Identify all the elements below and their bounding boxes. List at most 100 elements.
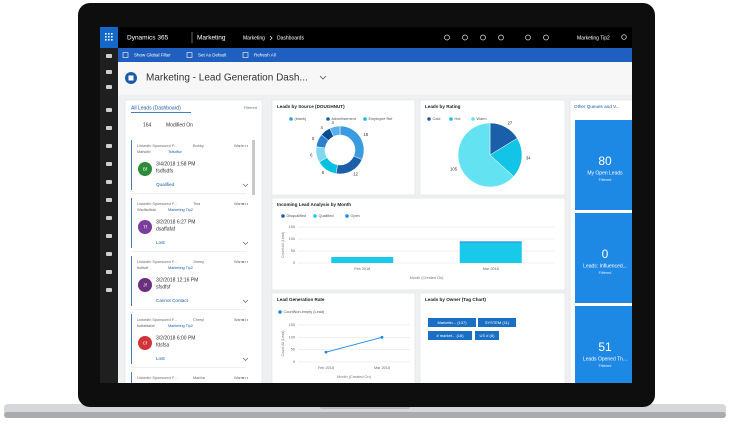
slice-label: 4 xyxy=(332,120,335,125)
more-dot[interactable] xyxy=(242,319,244,321)
more-dot[interactable] xyxy=(242,261,244,263)
owner-tag-label[interactable]: # market... (16) xyxy=(436,333,464,338)
y-tick-label: 0 xyxy=(293,360,295,364)
panel xyxy=(124,99,263,383)
launcher-dot xyxy=(105,39,107,41)
command-button[interactable]: Set As Default xyxy=(198,53,227,58)
y-tick-label: 100 xyxy=(289,237,295,241)
owner-tag[interactable] xyxy=(428,318,476,327)
point xyxy=(324,350,328,354)
title-chevron[interactable] xyxy=(319,75,327,80)
lead-source: LinkedIn Sponsored F... xyxy=(137,376,177,380)
lead-status[interactable]: Cannot Contact xyxy=(156,298,189,303)
queue-tile[interactable] xyxy=(575,213,635,303)
legend-swatch xyxy=(449,117,453,121)
sidebar xyxy=(100,48,118,383)
owner-tag[interactable] xyxy=(428,331,472,340)
lead-card-border xyxy=(131,140,132,190)
breadcrumb-chevron xyxy=(269,35,273,41)
more-dot[interactable] xyxy=(244,319,246,321)
more-dot[interactable] xyxy=(244,377,246,379)
lead-status[interactable]: Lost xyxy=(156,356,165,361)
sidebar-icon xyxy=(106,108,112,112)
nav-icon[interactable] xyxy=(462,34,468,41)
expand-chevron[interactable] xyxy=(242,183,249,187)
list-sort[interactable]: Modified On xyxy=(166,122,193,128)
command-button[interactable]: Show Global Filter xyxy=(134,53,171,58)
breadcrumb[interactable]: Dashboards xyxy=(277,35,304,41)
panel-title: Leads by Source (DOUGHNUT) xyxy=(277,104,345,109)
lead-divider xyxy=(131,193,246,194)
queue-label: My Open Leads xyxy=(587,170,623,176)
more-dot[interactable] xyxy=(246,319,248,321)
header-bg xyxy=(118,62,632,95)
legend-label: Disqualified xyxy=(287,214,307,218)
lead-name: fsdfsdfs xyxy=(156,168,174,174)
bar xyxy=(459,241,522,243)
lead-status[interactable]: Lost xyxy=(156,240,165,245)
legend-swatch xyxy=(345,214,349,218)
lead-line-b: Marketing Tip2 xyxy=(168,266,193,270)
area-name[interactable]: Marketing xyxy=(197,35,226,42)
x-tick-label: Feb 2018 xyxy=(354,267,370,271)
more-dot[interactable] xyxy=(242,145,244,147)
queue-label: Leads: Influenced... xyxy=(583,263,627,269)
legend-swatch xyxy=(363,117,367,121)
lead-line-b: Tsfsdfsv xyxy=(168,150,182,154)
owner-tag-label[interactable]: US # (6) xyxy=(480,333,496,338)
launcher-dot xyxy=(105,33,107,35)
legend-swatch xyxy=(278,310,282,314)
more-dot[interactable] xyxy=(246,261,248,263)
breadcrumb[interactable]: Marketing xyxy=(243,35,265,41)
more-dot[interactable] xyxy=(244,261,246,263)
lead-date: 3/2/2018 6:27 PM xyxy=(156,219,195,225)
legend-label: CountNon-empty (Lead) xyxy=(284,310,325,314)
point xyxy=(380,335,384,339)
x-tick-label: Mar 2018 xyxy=(483,267,499,271)
lead-card-border xyxy=(131,314,132,364)
lead-rating: Warn xyxy=(234,144,243,148)
queue-filter: Filtered xyxy=(599,271,612,275)
lead-source: LinkedIn Sponsored F... xyxy=(137,202,177,206)
x-tick-label: Feb 2018 xyxy=(318,366,334,370)
slice-label: 5 xyxy=(312,136,315,141)
more-dot[interactable] xyxy=(246,145,248,147)
command-button[interactable]: Refresh All xyxy=(254,53,276,58)
nav-icon[interactable] xyxy=(480,34,486,41)
owner-tag[interactable] xyxy=(475,331,499,340)
more-dot[interactable] xyxy=(242,203,244,205)
legend-swatch xyxy=(313,214,317,218)
lead-status[interactable]: Qualified xyxy=(156,182,175,187)
more-dot[interactable] xyxy=(244,203,246,205)
nav-icon[interactable] xyxy=(525,34,531,41)
nav-icon[interactable] xyxy=(498,34,504,41)
launcher-dot xyxy=(108,33,110,35)
panel xyxy=(271,292,416,383)
nav-icon[interactable] xyxy=(543,34,549,41)
more-dot[interactable] xyxy=(246,377,248,379)
expand-chevron[interactable] xyxy=(242,357,249,361)
launcher-dot xyxy=(105,36,107,38)
slice xyxy=(489,137,523,177)
more-dot[interactable] xyxy=(242,377,244,379)
x-axis-label: Month (Created On) xyxy=(337,375,371,379)
list-title-underline xyxy=(131,112,191,113)
queue-tile[interactable] xyxy=(575,306,635,386)
owner-tag-label[interactable]: Marketin... (137) xyxy=(437,320,467,325)
list-title[interactable]: All Leads (Dashboard) xyxy=(131,105,181,111)
more-dot[interactable] xyxy=(246,203,248,205)
y-tick-label: 50 xyxy=(291,348,295,352)
expand-chevron[interactable] xyxy=(242,241,249,245)
slice-label: 34 xyxy=(526,156,531,161)
lead-owner: Cheryl xyxy=(193,318,204,322)
lead-owner: Tina xyxy=(193,202,201,206)
nav-icon[interactable] xyxy=(444,34,450,41)
app-name[interactable]: Dynamics 365 xyxy=(127,35,169,42)
expand-chevron[interactable] xyxy=(242,299,249,303)
owner-tag[interactable] xyxy=(478,318,516,327)
sidebar-icon xyxy=(106,54,112,58)
more-dot[interactable] xyxy=(244,145,246,147)
queue-filter: Filtered xyxy=(599,178,612,182)
owner-tag-label[interactable]: SYSTEM (11) xyxy=(485,320,510,325)
queue-tile[interactable] xyxy=(575,120,635,210)
